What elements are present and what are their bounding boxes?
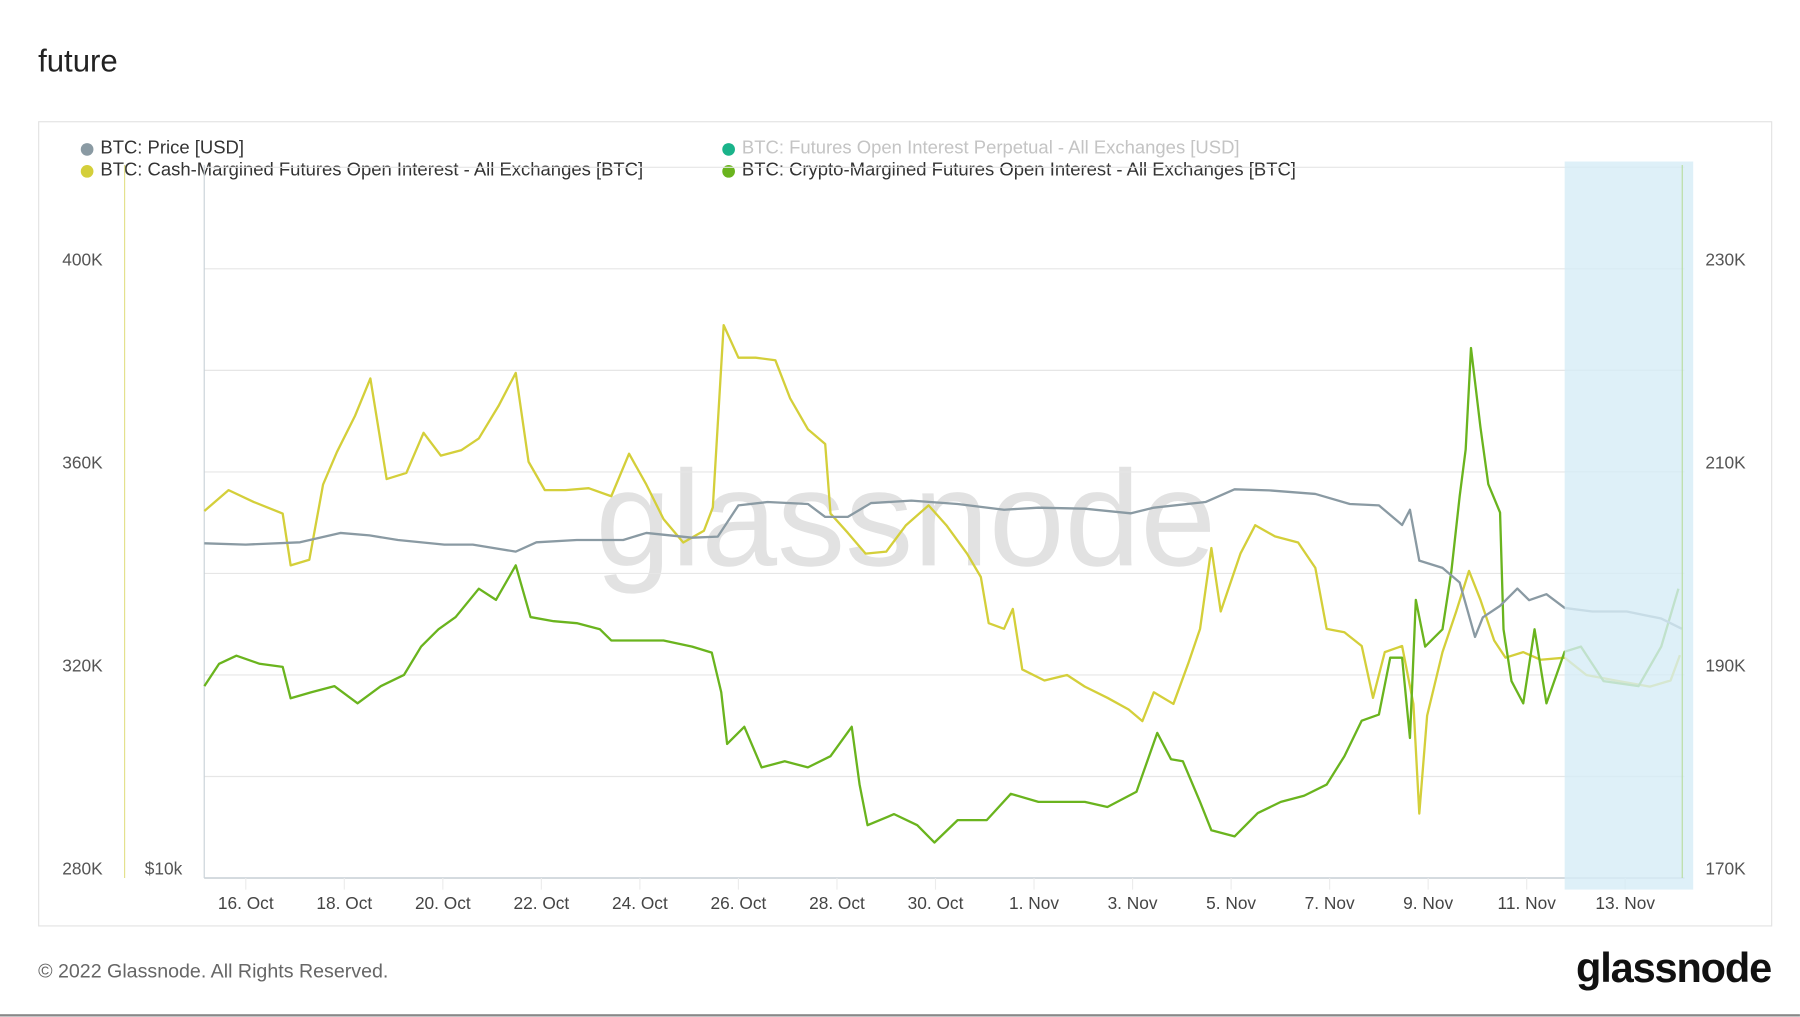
copyright-text: © 2022 Glassnode. All Rights Reserved.	[38, 959, 389, 982]
glassnode-logo: glassnode	[1576, 943, 1772, 992]
divider	[0, 1014, 1800, 1017]
legend-dot-icon	[80, 142, 94, 156]
legend-label: BTC: Futures Open Interest Perpetual - A…	[741, 138, 1240, 159]
chart-panel	[38, 121, 1773, 927]
chart-title: future	[38, 43, 118, 79]
legend-label: BTC: Cash-Margined Futures Open Interest…	[100, 160, 644, 180]
legend-dot-icon	[722, 164, 735, 178]
legend-dot-icon	[722, 142, 735, 156]
legend-item-crypto-margined[interactable]: BTC: Crypto-Margined Futures Open Intere…	[722, 160, 1296, 181]
legend-item-futures-oi-perpetual[interactable]: BTC: Futures Open Interest Perpetual - A…	[722, 138, 1240, 159]
legend-label: BTC: Price [USD]	[100, 138, 244, 159]
legend-dot-icon	[80, 164, 94, 178]
legend-label: BTC: Crypto-Margined Futures Open Intere…	[741, 160, 1296, 180]
legend-item-cash-margined[interactable]: BTC: Cash-Margined Futures Open Interest…	[80, 160, 644, 181]
legend-item-price[interactable]: BTC: Price [USD]	[80, 138, 244, 159]
